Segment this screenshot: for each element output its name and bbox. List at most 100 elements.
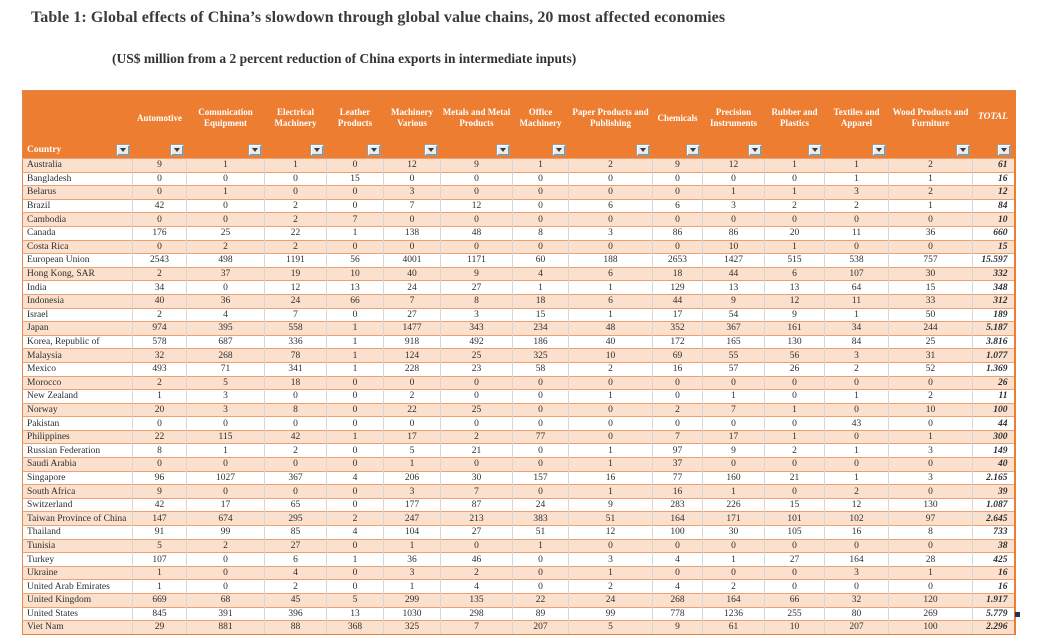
cell-value[interactable]: 138 (383, 225, 441, 241)
cell-value[interactable]: 9 (568, 497, 653, 512)
cell-value[interactable]: 71 (186, 361, 265, 376)
cell-value[interactable]: 0 (186, 416, 265, 431)
cell-value[interactable]: 9 (440, 266, 513, 281)
cell-value[interactable]: 778 (652, 606, 703, 621)
cell-country[interactable]: United States (22, 606, 133, 621)
cell-value[interactable]: 69 (652, 348, 703, 363)
cell-value[interactable]: 213 (440, 511, 513, 526)
cell-country[interactable]: Taiwan Province of China (22, 511, 133, 526)
cell-total[interactable]: 11 (972, 389, 1015, 404)
cell-value[interactable]: 0 (512, 389, 569, 404)
cell-value[interactable]: 27 (440, 525, 513, 540)
cell-value[interactable]: 86 (652, 225, 703, 241)
cell-value[interactable]: 0 (888, 212, 973, 227)
cell-value[interactable]: 0 (702, 212, 765, 227)
filter-dropdown-icon-comunication-equipment[interactable] (247, 144, 262, 156)
cell-value[interactable]: 97 (888, 511, 973, 526)
cell-country[interactable]: Thailand (22, 525, 133, 540)
cell-value[interactable]: 78 (264, 348, 327, 363)
cell-value[interactable]: 0 (512, 185, 569, 200)
cell-country[interactable]: Mexico (22, 361, 133, 376)
cell-value[interactable]: 25 (440, 348, 513, 363)
cell-value[interactable]: 0 (326, 416, 384, 431)
cell-value[interactable]: 3 (440, 307, 513, 322)
cell-value[interactable]: 86 (702, 225, 765, 241)
cell-value[interactable]: 0 (326, 457, 384, 472)
cell-value[interactable]: 2 (652, 402, 703, 417)
cell-country[interactable]: Pakistan (22, 416, 133, 431)
cell-value[interactable]: 295 (264, 511, 327, 526)
cell-value[interactable]: 3 (383, 565, 441, 580)
cell-value[interactable]: 55 (702, 348, 765, 363)
cell-value[interactable]: 0 (326, 402, 384, 417)
cell-value[interactable]: 1 (326, 552, 384, 567)
cell-total[interactable]: 300 (972, 429, 1015, 444)
cell-value[interactable]: 176 (132, 225, 187, 241)
cell-value[interactable]: 0 (824, 375, 889, 390)
cell-value[interactable]: 1 (132, 565, 187, 580)
cell-value[interactable]: 45 (264, 593, 327, 608)
cell-value[interactable]: 1 (824, 470, 889, 485)
cell-value[interactable]: 30 (440, 470, 513, 485)
cell-value[interactable]: 160 (702, 470, 765, 485)
cell-value[interactable]: 2 (888, 389, 973, 404)
cell-value[interactable]: 27 (264, 538, 327, 553)
cell-value[interactable]: 96 (132, 470, 187, 485)
cell-value[interactable]: 0 (512, 416, 569, 431)
cell-value[interactable]: 0 (824, 579, 889, 594)
cell-value[interactable]: 207 (512, 620, 569, 635)
cell-value[interactable]: 0 (512, 484, 569, 499)
cell-total[interactable]: 40 (972, 457, 1015, 472)
cell-value[interactable]: 1 (383, 538, 441, 553)
cell-value[interactable]: 757 (888, 253, 973, 268)
cell-value[interactable]: 5 (383, 443, 441, 458)
cell-value[interactable]: 3 (383, 185, 441, 200)
cell-value[interactable]: 32 (132, 348, 187, 363)
cell-country[interactable]: Cambodia (22, 212, 133, 227)
cell-total[interactable]: 2.645 (972, 511, 1015, 526)
cell-value[interactable]: 17 (702, 429, 765, 444)
cell-value[interactable]: 172 (652, 334, 703, 349)
cell-value[interactable]: 51 (512, 525, 569, 540)
cell-value[interactable]: 1 (264, 158, 327, 173)
cell-value[interactable]: 0 (888, 579, 973, 594)
cell-value[interactable]: 367 (702, 321, 765, 336)
cell-value[interactable]: 0 (764, 416, 825, 431)
cell-total[interactable]: 2.296 (972, 620, 1015, 635)
cell-value[interactable]: 1 (568, 484, 653, 499)
cell-value[interactable]: 247 (383, 511, 441, 526)
cell-value[interactable]: 24 (512, 497, 569, 512)
cell-value[interactable]: 10 (326, 266, 384, 281)
cell-value[interactable]: 1 (702, 552, 765, 567)
cell-value[interactable]: 207 (824, 620, 889, 635)
cell-value[interactable]: 0 (440, 239, 513, 254)
cell-country[interactable]: United Arab Emirates (22, 579, 133, 594)
cell-value[interactable]: 0 (652, 239, 703, 254)
cell-value[interactable]: 23 (440, 361, 513, 376)
cell-value[interactable]: 1236 (702, 606, 765, 621)
cell-value[interactable]: 234 (512, 321, 569, 336)
cell-value[interactable]: 61 (702, 620, 765, 635)
cell-value[interactable]: 17 (652, 307, 703, 322)
filter-dropdown-icon-paper-products-and-publishing[interactable] (635, 144, 650, 156)
cell-value[interactable]: 206 (383, 470, 441, 485)
cell-value[interactable]: 107 (132, 552, 187, 567)
cell-value[interactable]: 177 (383, 497, 441, 512)
cell-value[interactable]: 0 (568, 402, 653, 417)
cell-value[interactable]: 66 (326, 293, 384, 309)
cell-value[interactable]: 18 (512, 293, 569, 309)
cell-value[interactable]: 51 (568, 511, 653, 526)
cell-value[interactable]: 0 (264, 457, 327, 472)
cell-total[interactable]: 16 (972, 171, 1015, 186)
cell-value[interactable]: 19 (264, 266, 327, 281)
cell-value[interactable]: 101 (764, 511, 825, 526)
cell-value[interactable]: 1 (824, 389, 889, 404)
cell-value[interactable]: 269 (888, 606, 973, 621)
cell-value[interactable]: 1030 (383, 606, 441, 621)
cell-value[interactable]: 56 (326, 253, 384, 268)
cell-value[interactable]: 2 (186, 538, 265, 553)
cell-value[interactable]: 0 (764, 212, 825, 227)
cell-value[interactable]: 84 (824, 334, 889, 349)
cell-value[interactable]: 2543 (132, 253, 187, 268)
cell-value[interactable]: 268 (652, 593, 703, 608)
